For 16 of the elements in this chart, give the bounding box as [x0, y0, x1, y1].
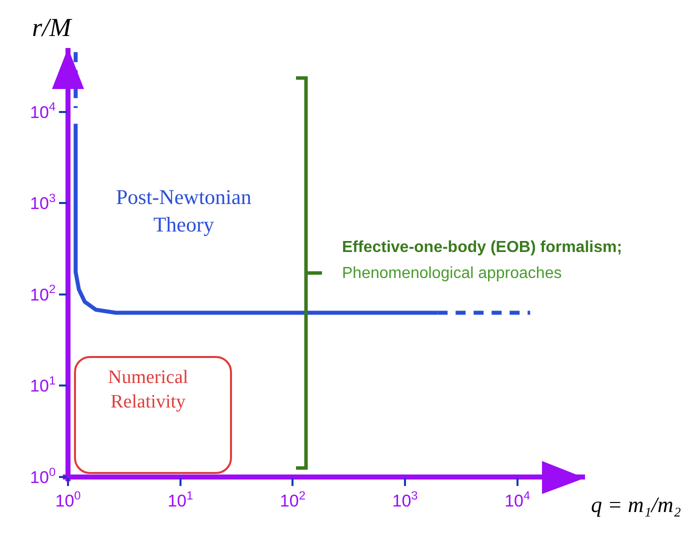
annotation: Numerical Relativity: [108, 367, 188, 413]
x-tick-label: 10$^{0}$: [55, 488, 82, 510]
annotation: Post-Newtonian Theory: [116, 185, 252, 236]
x-tick-label: 10$^{3}$: [392, 488, 418, 510]
x-tick-label: 10$^{1}$: [168, 488, 194, 510]
y-axis-title: r/M: [32, 13, 72, 42]
y-tick-label: 10$^{1}$: [30, 374, 56, 396]
x-axis-title: q = m₁/m₂: [591, 492, 682, 517]
annotation: Effective-one-body (EOB) formalism;: [342, 239, 622, 256]
y-tick-label: 10$^{0}$: [30, 464, 56, 487]
y-tick-label: 10$^{3}$: [30, 190, 56, 214]
x-tick-label: 10$^{4}$: [504, 488, 531, 510]
y-tick-label: 10$^{4}$: [30, 100, 56, 122]
y-tick-label: 10$^{2}$: [30, 282, 56, 304]
x-tick-label: 10$^{2}$: [280, 488, 306, 510]
annotation: Phenomenological approaches: [342, 265, 562, 282]
